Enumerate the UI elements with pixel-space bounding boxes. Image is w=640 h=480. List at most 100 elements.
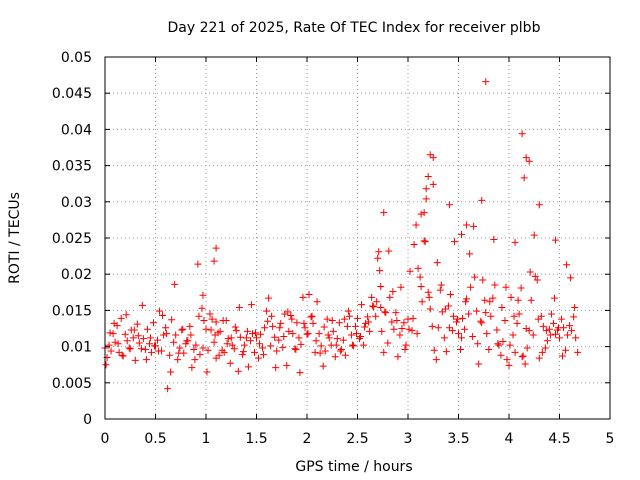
data-point — [538, 348, 546, 356]
data-point — [402, 341, 410, 349]
data-point — [489, 294, 497, 302]
x-tick-label: 1 — [202, 431, 211, 447]
data-point — [438, 308, 446, 316]
data-point — [535, 354, 543, 362]
data-point — [556, 334, 563, 342]
y-tick-label: 0 — [83, 412, 92, 428]
data-point — [315, 330, 323, 338]
data-point — [400, 319, 408, 327]
data-point — [198, 304, 206, 312]
data-point — [297, 340, 305, 348]
data-point — [210, 338, 218, 346]
data-point — [268, 312, 276, 320]
y-tick-label: 0.035 — [52, 159, 92, 175]
data-point — [227, 334, 235, 342]
data-point — [296, 369, 304, 377]
data-point — [493, 326, 501, 334]
data-point — [216, 327, 224, 335]
data-point — [437, 281, 445, 289]
data-point — [351, 322, 359, 330]
data-point — [481, 296, 489, 304]
data-point — [145, 340, 153, 348]
data-point — [364, 313, 372, 321]
data-point — [307, 313, 315, 321]
data-point — [275, 336, 283, 344]
data-point — [449, 312, 457, 320]
x-tick-label: 3 — [404, 431, 413, 447]
data-point — [562, 346, 570, 354]
data-point — [300, 319, 308, 327]
x-tick-label: 2.5 — [346, 431, 368, 447]
data-point — [559, 352, 567, 360]
data-point — [121, 330, 129, 338]
x-tick-label: 5 — [606, 431, 615, 447]
data-point — [146, 334, 154, 342]
data-point — [277, 319, 285, 327]
data-point — [336, 347, 344, 355]
data-point — [349, 342, 357, 350]
data-point — [572, 334, 580, 342]
data-point — [187, 331, 195, 339]
data-point — [168, 316, 176, 324]
data-point — [499, 338, 507, 346]
data-point — [267, 342, 275, 350]
data-point — [102, 361, 110, 369]
data-point — [401, 345, 409, 353]
data-point — [503, 356, 511, 364]
data-point — [380, 209, 388, 217]
data-point — [147, 348, 155, 356]
data-point — [445, 324, 453, 332]
data-point — [426, 305, 434, 313]
data-point — [192, 341, 200, 349]
data-point — [210, 257, 218, 265]
data-point — [345, 312, 353, 320]
data-point — [114, 340, 122, 348]
data-point — [417, 283, 425, 291]
data-point — [505, 361, 513, 369]
data-point — [570, 313, 578, 321]
data-point — [389, 288, 397, 296]
data-point — [418, 298, 426, 306]
data-point — [368, 293, 376, 301]
data-point — [445, 201, 453, 209]
data-point — [303, 330, 311, 338]
data-point — [110, 319, 118, 327]
data-point — [203, 368, 211, 376]
data-point — [406, 267, 414, 275]
data-point — [247, 301, 255, 309]
data-point — [455, 330, 462, 338]
data-point — [374, 254, 382, 262]
data-point — [513, 319, 521, 327]
data-point — [251, 329, 259, 337]
data-point — [366, 327, 374, 335]
data-point — [483, 330, 491, 338]
data-point — [360, 341, 368, 349]
data-point — [424, 172, 432, 180]
data-point — [155, 347, 163, 355]
data-point — [414, 264, 422, 272]
data-point — [377, 304, 385, 312]
data-point — [530, 231, 538, 239]
data-point — [434, 324, 442, 332]
data-point — [284, 308, 292, 316]
data-point — [348, 341, 356, 349]
data-point — [271, 333, 279, 341]
data-point — [574, 348, 582, 356]
data-point — [398, 325, 406, 332]
data-point — [477, 317, 485, 325]
data-point — [228, 341, 236, 349]
plot-frame — [104, 56, 611, 420]
data-point — [272, 364, 280, 372]
data-point — [160, 331, 168, 339]
data-point — [224, 335, 232, 343]
data-point — [244, 363, 252, 371]
data-point — [529, 331, 537, 339]
data-point — [466, 250, 474, 258]
data-point — [289, 330, 297, 338]
data-point — [319, 362, 327, 370]
data-point — [131, 356, 139, 364]
data-point — [487, 312, 495, 320]
data-point — [408, 327, 416, 335]
data-point — [240, 341, 248, 349]
data-point — [223, 340, 231, 348]
